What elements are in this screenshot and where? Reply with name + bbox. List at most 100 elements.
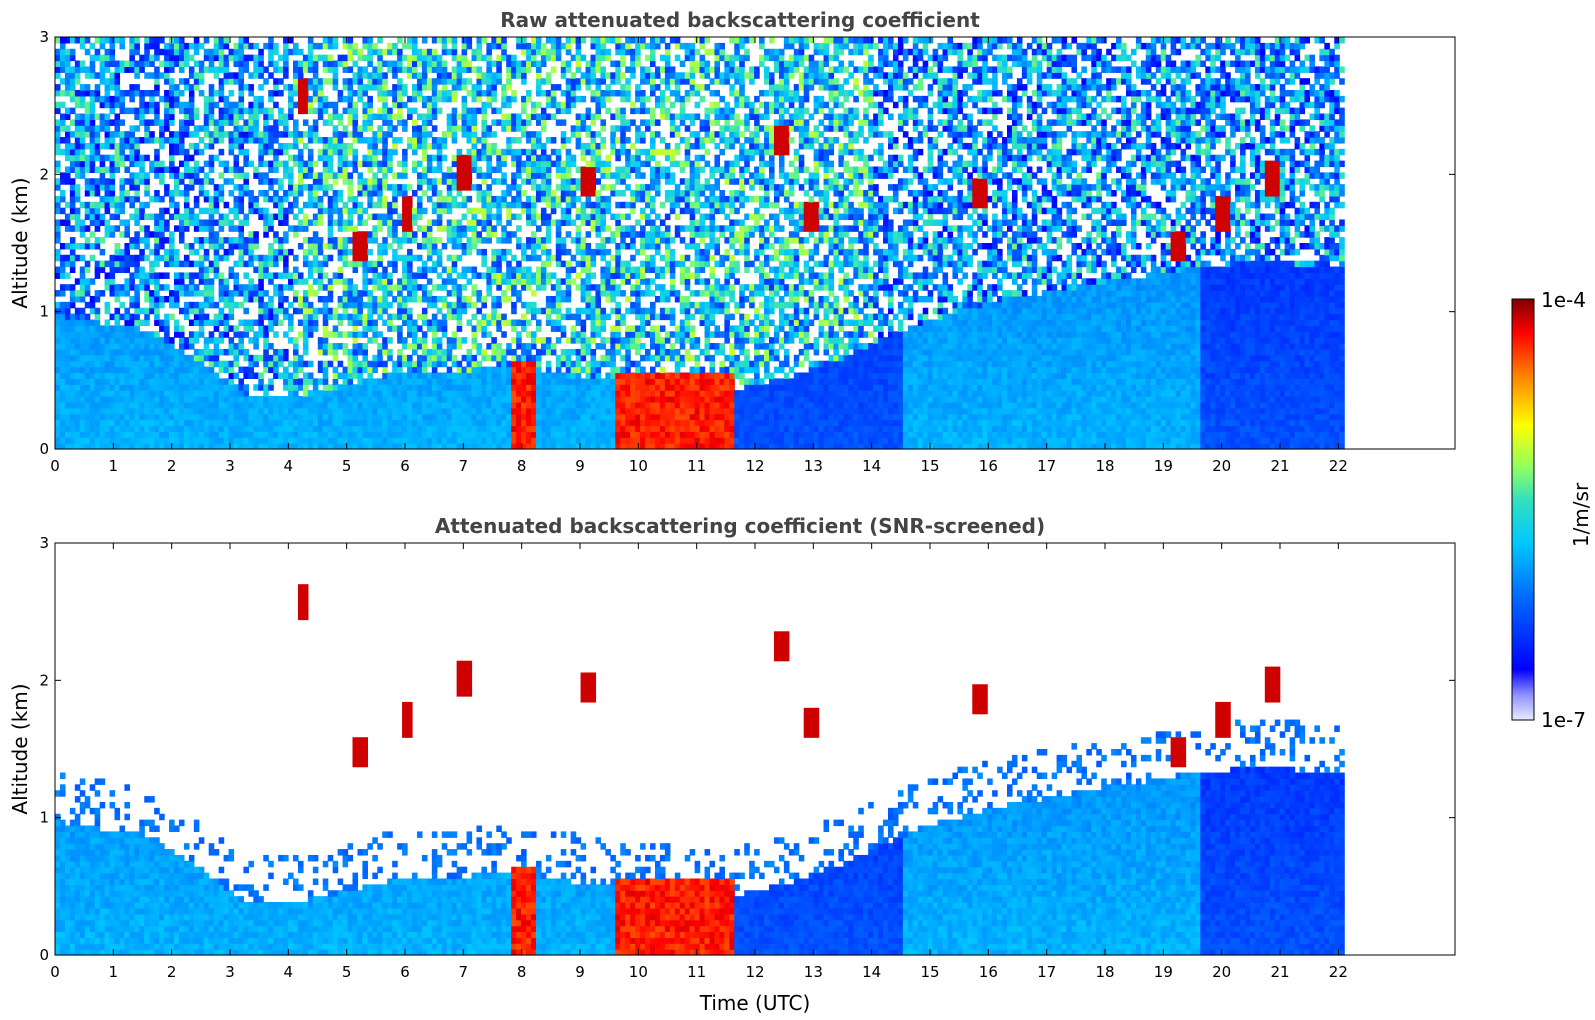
heatmap-cell: [303, 431, 309, 437]
heatmap-cell: [229, 237, 235, 243]
heatmap-cell: [238, 102, 244, 108]
heatmap-cell: [95, 431, 101, 437]
heatmap-cell: [184, 437, 190, 443]
heatmap-cell: [65, 61, 71, 67]
heatmap-cell: [85, 384, 91, 390]
heatmap-cell: [204, 349, 210, 355]
heatmap-cell: [159, 325, 165, 331]
heatmap-cell: [258, 108, 264, 114]
heatmap-cell: [288, 102, 294, 108]
heatmap-cell: [100, 96, 106, 102]
heatmap-cell: [100, 325, 106, 331]
heatmap-cell: [159, 437, 165, 443]
heatmap-cell: [333, 437, 339, 443]
heatmap-cell: [243, 66, 249, 72]
heatmap-cell: [115, 408, 121, 414]
heatmap-cell: [278, 214, 284, 220]
heatmap-cell: [303, 90, 309, 96]
heatmap-cell: [70, 255, 76, 261]
heatmap-cell: [263, 361, 269, 367]
heatmap-cell: [95, 314, 101, 320]
heatmap-cell: [115, 196, 121, 202]
heatmap-cell: [144, 125, 150, 131]
heatmap-cell: [204, 337, 210, 343]
heatmap-cell: [115, 331, 121, 337]
heatmap-cell: [139, 267, 145, 273]
heatmap-cell: [248, 84, 254, 90]
heatmap-cell: [80, 349, 86, 355]
heatmap-cell: [65, 219, 71, 225]
heatmap-cell: [333, 367, 339, 373]
heatmap-cell: [115, 208, 121, 214]
heatmap-cell: [199, 402, 205, 408]
heatmap-cell: [70, 131, 76, 137]
heatmap-cell: [60, 114, 66, 120]
heatmap-cell: [238, 302, 244, 308]
heatmap-cell: [149, 90, 155, 96]
heatmap-cell: [318, 243, 324, 249]
heatmap-cell: [60, 178, 66, 184]
heatmap-cell: [70, 378, 76, 384]
heatmap-cell: [184, 202, 190, 208]
heatmap-cell: [159, 61, 165, 67]
heatmap-cell: [253, 237, 259, 243]
heatmap-cell: [85, 267, 91, 273]
heatmap-cell: [303, 184, 309, 190]
heatmap-cell: [159, 243, 165, 249]
heatmap-cell: [258, 66, 264, 72]
heatmap-cell: [298, 272, 304, 278]
heatmap-cell: [268, 161, 274, 167]
heatmap-cell: [248, 43, 254, 49]
heatmap-cell: [273, 196, 279, 202]
heatmap-cell: [209, 61, 215, 67]
heatmap-cell: [219, 119, 225, 125]
heatmap-cell: [209, 390, 215, 396]
heatmap-cell: [119, 190, 125, 196]
heatmap-cell: [298, 361, 304, 367]
heatmap-cell: [288, 184, 294, 190]
heatmap-cell: [60, 102, 66, 108]
heatmap-cell: [65, 384, 71, 390]
heatmap-cell: [238, 390, 244, 396]
heatmap-cell: [134, 431, 140, 437]
heatmap-cell: [293, 414, 299, 420]
heatmap-cell: [55, 102, 61, 108]
heatmap-cell: [124, 278, 130, 284]
heatmap-cell: [199, 302, 205, 308]
heatmap-cell: [273, 355, 279, 361]
heatmap-cell: [204, 278, 210, 284]
heatmap-cell: [100, 202, 106, 208]
heatmap-cell: [75, 337, 81, 343]
heatmap-cell: [224, 396, 230, 402]
heatmap-cell: [159, 378, 165, 384]
heatmap-cell: [164, 114, 170, 120]
heatmap-cell: [119, 267, 125, 273]
heatmap-cell: [105, 96, 111, 102]
heatmap-cell: [164, 414, 170, 420]
heatmap-cell: [60, 284, 66, 290]
heatmap-cell: [184, 367, 190, 373]
heatmap-cell: [75, 219, 81, 225]
heatmap-cell: [243, 290, 249, 296]
heatmap-cell: [238, 43, 244, 49]
heatmap-cell: [243, 131, 249, 137]
heatmap-cell: [124, 396, 130, 402]
heatmap-cell: [199, 66, 205, 72]
heatmap-cell: [169, 102, 175, 108]
heatmap-cell: [219, 402, 225, 408]
heatmap-cell: [100, 396, 106, 402]
heatmap-cell: [333, 237, 339, 243]
heatmap-cell: [229, 402, 235, 408]
heatmap-cell: [124, 361, 130, 367]
heatmap-cell: [323, 396, 329, 402]
heatmap-cell: [159, 390, 165, 396]
heatmap-cell: [199, 184, 205, 190]
heatmap-cell: [278, 349, 284, 355]
heatmap-cell: [209, 408, 215, 414]
heatmap-cell: [134, 37, 140, 43]
heatmap-cell: [154, 108, 160, 114]
heatmap-cell: [184, 243, 190, 249]
heatmap-cell: [283, 49, 289, 55]
heatmap-cell: [209, 219, 215, 225]
heatmap-cell: [169, 166, 175, 172]
